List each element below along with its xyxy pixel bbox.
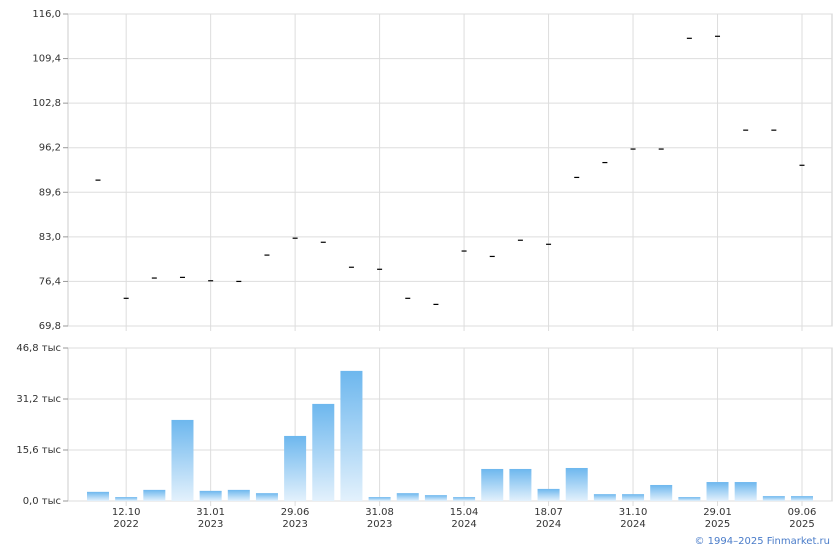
volume-bar (537, 488, 560, 501)
volume-bar (284, 435, 307, 501)
volume-bar (227, 489, 250, 501)
volume-bar (87, 491, 109, 501)
y-tick-label: 83,0 (39, 232, 61, 243)
volume-bar (678, 497, 701, 501)
y-tick-label: 76,4 (39, 276, 61, 287)
x-tick-label: 31.10 2024 (618, 507, 648, 530)
volume-bar (791, 496, 813, 501)
volume-bar (340, 370, 363, 501)
volume-bar (115, 497, 138, 501)
volume-bar (312, 403, 335, 501)
y-tick-label: 89,6 (39, 187, 61, 198)
y-tick-label: 31,2 тыс (16, 394, 61, 405)
volume-bar (453, 497, 476, 501)
x-tick-label: 12.10 2022 (111, 507, 141, 530)
x-tick-label: 29.01 2025 (703, 507, 732, 530)
volume-bar (143, 489, 166, 501)
y-tick-label: 96,2 (39, 143, 61, 154)
volume-bar (396, 493, 419, 501)
footer: © 1994–2025 Finmarket.ru (694, 536, 830, 547)
x-tick-label: 29.06 2023 (280, 507, 310, 530)
x-tick-label: 18.07 2024 (534, 507, 563, 530)
y-tick-label: 109,4 (32, 54, 61, 65)
volume-bar (481, 468, 504, 501)
y-tick-label: 69,8 (39, 321, 61, 332)
volume-bar (762, 496, 785, 501)
y-tick-label: 46,8 тыс (16, 343, 61, 354)
volume-bar (622, 494, 645, 501)
volume-bar (199, 490, 222, 501)
volume-bar (171, 419, 194, 501)
y-tick-label: 15,6 тыс (16, 445, 61, 456)
y-tick-label: 116,0 (32, 9, 61, 20)
x-tick-label: 09.06 2025 (787, 507, 817, 530)
volume-bar (565, 467, 588, 501)
volume-bar (706, 482, 729, 501)
y-tick-label: 102,8 (32, 98, 61, 109)
x-tick-label: 15.04 2024 (449, 507, 479, 530)
x-tick-label: 31.01 2023 (196, 507, 225, 530)
y-tick-label: 0,0 тыс (23, 496, 61, 507)
volume-bar (509, 468, 532, 501)
volume-bar (255, 493, 278, 501)
volume-bar (424, 495, 447, 501)
volume-bar (593, 494, 616, 501)
x-tick-label: 31.08 2023 (365, 507, 394, 530)
volume-bar (650, 484, 673, 501)
volume-bar (368, 497, 391, 501)
volume-bar (734, 482, 757, 501)
